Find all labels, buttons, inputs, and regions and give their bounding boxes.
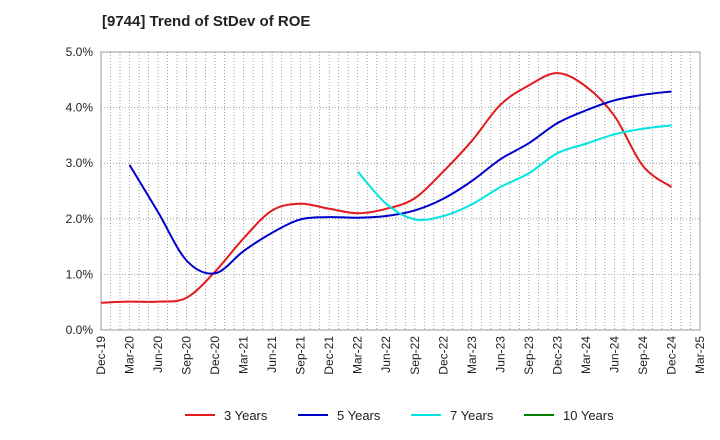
legend-label: 10 Years <box>563 408 614 423</box>
legend-label: 7 Years <box>450 408 494 423</box>
x-tick-label: Sep-21 <box>294 336 308 375</box>
y-tick-label: 2.0% <box>66 212 94 226</box>
x-tick-label: Jun-20 <box>151 336 165 373</box>
grid-lines <box>101 52 700 330</box>
y-axis: 0.0% 1.0% 2.0% 3.0% 4.0% 5.0% <box>66 45 94 337</box>
chart-title: [9744] Trend of StDev of ROE <box>102 13 311 30</box>
y-tick-label: 3.0% <box>66 156 94 170</box>
legend-label: 3 Years <box>224 408 268 423</box>
x-tick-label: Mar-21 <box>237 336 251 374</box>
x-tick-label: Sep-23 <box>522 336 536 375</box>
y-tick-label: 5.0% <box>66 45 94 59</box>
legend: 3 Years 5 Years 7 Years 10 Years <box>185 408 614 423</box>
legend-label: 5 Years <box>337 408 381 423</box>
x-tick-label: Jun-22 <box>379 336 393 373</box>
x-tick-label: Mar-25 <box>693 336 707 374</box>
y-tick-label: 1.0% <box>66 267 94 281</box>
x-tick-label: Dec-20 <box>208 336 222 375</box>
plot-area <box>100 51 701 331</box>
x-tick-label: Dec-23 <box>550 336 564 375</box>
x-tick-label: Dec-21 <box>322 336 336 375</box>
x-tick-label: Sep-22 <box>408 336 422 375</box>
x-tick-label: Jun-21 <box>265 336 279 373</box>
x-tick-label: Mar-24 <box>579 336 593 374</box>
x-tick-label: Dec-24 <box>664 336 678 375</box>
series-line-3-years <box>100 72 673 304</box>
series-line-7-years <box>356 124 672 222</box>
x-tick-label: Sep-20 <box>180 336 194 375</box>
x-tick-label: Sep-24 <box>636 336 650 375</box>
x-tick-label: Mar-23 <box>465 336 479 374</box>
x-tick-label: Dec-22 <box>436 336 450 375</box>
x-tick-label: Mar-22 <box>351 336 365 374</box>
y-tick-label: 4.0% <box>66 101 94 115</box>
x-axis: Dec-19 Mar-20 Jun-20 Sep-20 Dec-20 Mar-21 Jun-… <box>94 336 707 375</box>
x-tick-label: Mar-20 <box>123 336 137 374</box>
series-lines <box>100 72 673 304</box>
x-tick-label: Dec-19 <box>94 336 108 375</box>
x-tick-label: Jun-23 <box>493 336 507 373</box>
y-tick-label: 0.0% <box>66 323 94 337</box>
x-tick-label: Jun-24 <box>607 336 621 373</box>
